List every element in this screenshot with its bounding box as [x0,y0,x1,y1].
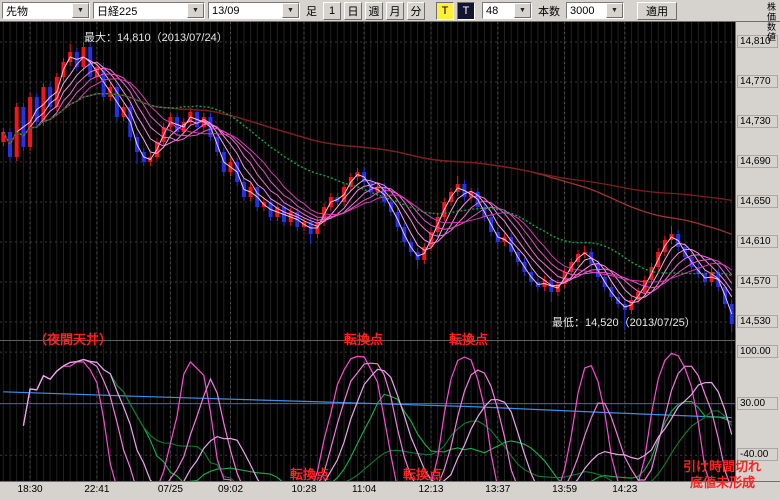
period-button-month[interactable]: 月 [386,1,404,20]
contract-month-select[interactable]: 13/09 ▼ [208,2,300,19]
bar-count-select[interactable]: 3000 ▼ [566,2,624,19]
period-button-day[interactable]: 日 [344,1,362,20]
instrument-type-select[interactable]: 先物 ▼ [2,2,90,19]
apply-button[interactable]: 適用 [637,1,677,20]
dropdown-arrow-icon[interactable]: ▼ [187,3,204,18]
instrument-type-value: 先物 [6,5,28,18]
instrument-select[interactable]: 日経225 ▼ [93,2,205,19]
tick-toggle-button-2[interactable]: T [457,1,475,20]
toolbar: 先物 ▼ 日経225 ▼ 13/09 ▼ 足 1 日 週 月 分 T T 48 … [0,0,780,22]
oscillator-svg[interactable] [0,341,735,481]
dropdown-arrow-icon[interactable]: ▼ [282,3,299,18]
price-chart-panel[interactable] [0,22,735,341]
time-axis-strip [0,481,780,500]
period-button-1[interactable]: 1 [323,1,341,20]
price-axis-strip [735,22,780,481]
period-button-week[interactable]: 週 [365,1,383,20]
instrument-value: 日経225 [97,5,138,18]
axis-vertical-label: 株価数値 [766,2,776,42]
bar-count-label: 本数 [538,5,560,18]
dropdown-arrow-icon[interactable]: ▼ [514,3,531,18]
oscillator-panel[interactable] [0,341,735,481]
dropdown-arrow-icon[interactable]: ▼ [606,3,623,18]
price-chart-svg[interactable] [0,22,735,341]
interval-select[interactable]: 48 ▼ [482,2,532,19]
interval-value: 48 [486,4,499,17]
bar-count-value: 3000 [570,4,595,17]
tick-toggle-button[interactable]: T [436,1,454,20]
bar-type-label: 足 [306,5,317,18]
contract-month-value: 13/09 [212,4,240,17]
dropdown-arrow-icon[interactable]: ▼ [72,3,89,18]
period-button-minute[interactable]: 分 [407,1,425,20]
